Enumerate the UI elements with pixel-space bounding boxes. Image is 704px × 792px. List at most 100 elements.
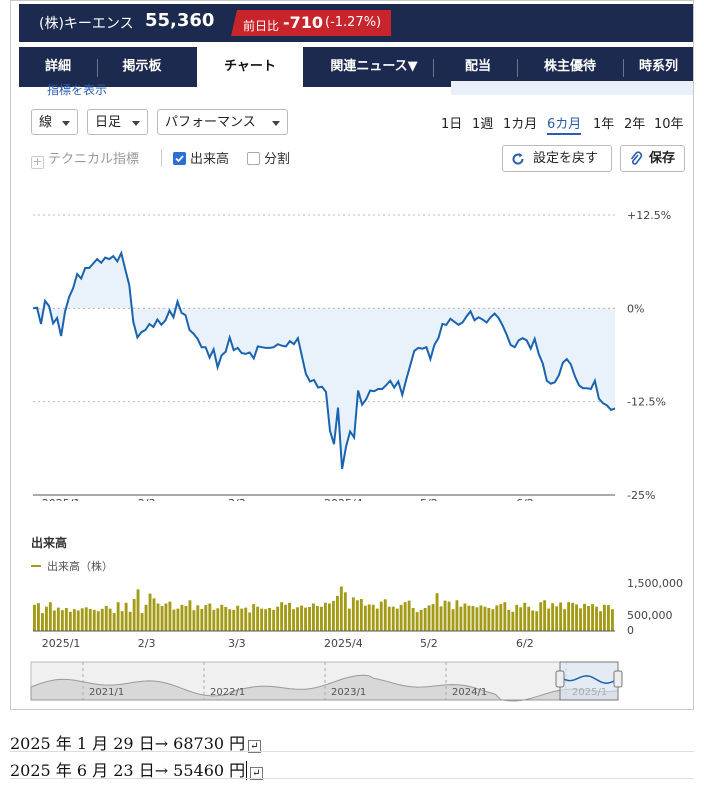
volume-bar bbox=[216, 608, 220, 631]
volume-bar bbox=[240, 608, 244, 631]
note-line-1: 2025 年 1 月 29 日→ 68730 円 ↵ bbox=[10, 730, 261, 754]
volume-bar bbox=[132, 599, 136, 631]
volume-bar bbox=[543, 600, 547, 631]
mode-select[interactable]: パフォーマンス bbox=[157, 109, 288, 135]
reset-button[interactable]: 設定を戻す bbox=[502, 145, 612, 172]
x-tick-label: 2/3 bbox=[138, 497, 156, 501]
volume-bar bbox=[467, 605, 471, 631]
volume-bar bbox=[220, 604, 224, 631]
volume-bar bbox=[563, 609, 567, 631]
volume-check-label: 出来高 bbox=[190, 152, 230, 167]
volume-bar bbox=[471, 606, 475, 631]
volume-bar bbox=[515, 604, 519, 631]
volume-bar bbox=[96, 611, 100, 631]
volume-bar bbox=[108, 608, 112, 631]
technical-label: テクニカル指標 bbox=[48, 152, 140, 167]
volume-bar bbox=[45, 606, 48, 631]
volume-bar bbox=[320, 606, 323, 631]
volume-bar bbox=[603, 604, 606, 631]
volume-bar bbox=[128, 611, 132, 631]
volume-bar bbox=[292, 609, 295, 631]
tab-dividend[interactable]: 配当 bbox=[464, 59, 491, 74]
baseline-area bbox=[33, 253, 615, 469]
volume-bar bbox=[76, 610, 80, 631]
volume-bar bbox=[359, 599, 363, 631]
volume-title: 出来高 bbox=[31, 536, 68, 550]
volume-bar bbox=[136, 589, 140, 631]
volume-bar bbox=[495, 605, 499, 631]
volume-bar bbox=[41, 613, 44, 631]
volume-bar bbox=[232, 609, 236, 631]
volume-bar bbox=[403, 602, 407, 631]
volume-bar bbox=[551, 603, 555, 631]
indicator-link[interactable]: 指標を表示 bbox=[47, 83, 108, 97]
volume-bar bbox=[168, 601, 172, 631]
volume-bar bbox=[180, 604, 184, 631]
save-button[interactable]: 保存 bbox=[620, 145, 685, 172]
range-10y[interactable]: 10年 bbox=[654, 117, 684, 132]
split-check-label: 分割 bbox=[264, 152, 291, 167]
note-text-1: 2025 年 1 月 29 日→ 68730 円 bbox=[10, 734, 246, 753]
x-tick-label: 5/2 bbox=[420, 497, 438, 501]
volume-bar bbox=[236, 605, 240, 631]
volume-bar bbox=[375, 608, 379, 631]
return-icon: ↵ bbox=[250, 767, 263, 780]
range-1y[interactable]: 1年 bbox=[593, 117, 615, 132]
volume-bar bbox=[88, 608, 92, 631]
volume-bar bbox=[575, 604, 578, 631]
range-6m[interactable]: 6カ月 bbox=[547, 113, 582, 135]
volume-bar bbox=[519, 607, 523, 631]
note-line-2: 2025 年 6 月 23 日→ 55460 円 ↵ bbox=[10, 757, 263, 781]
tab-details[interactable]: 詳細 bbox=[44, 59, 71, 74]
tab-news[interactable]: 関連ニュース▼ bbox=[330, 59, 418, 74]
volume-tick-label: 1,500,000 bbox=[627, 577, 683, 590]
volume-bar bbox=[256, 606, 260, 631]
volume-bar bbox=[531, 610, 535, 631]
volume-bar bbox=[347, 608, 351, 631]
range-1w[interactable]: 1週 bbox=[472, 117, 494, 132]
volume-bar bbox=[483, 606, 487, 631]
volume-bar bbox=[100, 608, 104, 631]
volume-bar bbox=[391, 606, 395, 631]
volume-bar bbox=[156, 603, 160, 631]
volume-bar bbox=[104, 606, 108, 631]
volume-checkbox[interactable]: 出来高 bbox=[173, 148, 229, 167]
navigator-handle bbox=[555, 670, 565, 688]
chevron-down-icon bbox=[132, 121, 140, 126]
volume-bar bbox=[419, 609, 423, 631]
volume-bar bbox=[431, 604, 435, 631]
volume-bar bbox=[280, 602, 284, 631]
volume-bar bbox=[395, 608, 399, 631]
interval-select[interactable]: 日足 bbox=[87, 109, 148, 135]
split-checkbox[interactable]: 分割 bbox=[247, 148, 290, 167]
check-icon bbox=[173, 152, 186, 165]
volume-bar bbox=[499, 604, 503, 631]
volume-x-label: 5/2 bbox=[420, 637, 438, 650]
chart-type-select[interactable]: 線 bbox=[31, 109, 78, 135]
volume-bar bbox=[555, 606, 559, 631]
volume-x-label: 3/3 bbox=[228, 637, 246, 650]
notice-bar bbox=[451, 81, 693, 95]
volume-bar bbox=[399, 604, 403, 631]
tab-chart[interactable]: チャート bbox=[197, 47, 303, 87]
volume-bar bbox=[72, 609, 76, 631]
volume-bar bbox=[611, 609, 614, 631]
volume-bar bbox=[160, 606, 164, 631]
volume-bar bbox=[328, 603, 331, 631]
tab-benefit[interactable]: 株主優待 bbox=[543, 59, 596, 74]
volume-bar bbox=[140, 613, 144, 631]
change-percent: (-1.27%) bbox=[325, 15, 382, 30]
tab-board[interactable]: 掲示板 bbox=[122, 59, 162, 74]
volume-bar bbox=[252, 604, 256, 631]
save-label: 保存 bbox=[649, 151, 676, 166]
volume-bar bbox=[33, 604, 36, 631]
range-1m[interactable]: 1カ月 bbox=[503, 117, 538, 132]
volume-bar bbox=[196, 605, 200, 631]
tab-timeseries[interactable]: 時系列 bbox=[638, 59, 678, 74]
range-2y[interactable]: 2年 bbox=[624, 117, 646, 132]
technical-button[interactable]: + テクニカル指標 bbox=[31, 148, 139, 169]
volume-bar bbox=[300, 605, 303, 631]
range-1d[interactable]: 1日 bbox=[441, 117, 463, 132]
volume-bar bbox=[64, 608, 68, 631]
